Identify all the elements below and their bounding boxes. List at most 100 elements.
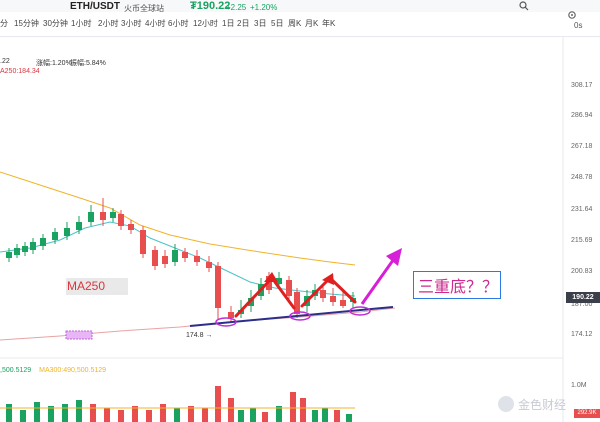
tab-timeframe-2[interactable]: 30分钟 <box>43 19 68 28</box>
info-ma250: A250:184.34 <box>0 68 40 75</box>
volume-bar <box>62 404 68 422</box>
pair-title[interactable]: ETH/USDT <box>70 1 120 12</box>
timeframe-toolbar <box>0 12 600 37</box>
tab-timeframe-3[interactable]: 1小时 <box>71 19 92 28</box>
volume-bar <box>6 404 12 422</box>
candlesticks <box>6 198 356 322</box>
candle-body <box>320 290 326 298</box>
candle-body <box>276 278 282 284</box>
volume-bar <box>48 406 54 422</box>
volume-axis-top: 1.0M <box>571 382 587 389</box>
tab-timeframe-1[interactable]: 15分钟 <box>14 19 39 28</box>
volume-bar <box>322 408 328 422</box>
candle-body <box>118 214 124 226</box>
volume-info-prefix: ,500.5129 <box>0 367 32 374</box>
bottom-circle-3 <box>349 306 371 316</box>
candle-body <box>100 212 106 220</box>
volume-bar <box>262 412 268 422</box>
volume-bar <box>215 386 221 422</box>
tab-timeframe-0[interactable]: 分 <box>0 19 8 28</box>
volume-bar <box>132 406 138 422</box>
pattern-note: 三重底？？ <box>418 279 499 296</box>
volume-bar <box>250 408 256 422</box>
current-price: ₮190.22 <box>190 0 231 12</box>
volume-bar <box>334 410 340 422</box>
candle-body <box>88 212 94 222</box>
volume-bar <box>104 408 110 422</box>
candle-body <box>172 250 178 262</box>
price-tick-label: 231.64 <box>571 206 593 213</box>
candle-body <box>40 238 46 246</box>
candle-body <box>330 296 336 302</box>
volume-bar <box>20 410 26 422</box>
tab-timeframe-5[interactable]: 3小时 <box>121 19 142 28</box>
tab-timeframe-8[interactable]: 12小时 <box>193 19 218 28</box>
watermark: 金色财经 <box>518 398 567 412</box>
candle-body <box>140 230 146 254</box>
tab-timeframe-6[interactable]: 4小时 <box>145 19 166 28</box>
bottom-circle-1 <box>215 317 237 327</box>
candle-body <box>228 312 234 318</box>
volume-bar <box>202 408 208 422</box>
ma250-label: MA250 <box>67 279 106 293</box>
tab-timeframe-11[interactable]: 3日 <box>254 19 267 28</box>
price-tick-label: 308.17 <box>571 82 593 89</box>
tab-timeframe-9[interactable]: 1日 <box>222 19 235 28</box>
top-header-bar <box>0 0 600 12</box>
candle-body <box>52 232 58 240</box>
price-change-abs: +2.25 <box>226 3 247 12</box>
tab-timeframe-12[interactable]: 5日 <box>271 19 284 28</box>
candle-body <box>30 242 36 250</box>
price-tick-label: 215.69 <box>571 237 593 244</box>
current-price-tag: 190.22 <box>566 292 600 303</box>
candle-body <box>286 280 292 296</box>
candle-body <box>206 262 212 268</box>
candle-body <box>128 224 134 230</box>
tab-timeframe-15[interactable]: 年K <box>322 19 336 28</box>
volume-bar <box>238 410 244 422</box>
candle-body <box>76 222 82 230</box>
search-icon[interactable] <box>519 1 529 11</box>
candle-body <box>182 252 188 258</box>
price-tick-label: 267.18 <box>571 143 593 150</box>
volume-bar <box>290 392 296 422</box>
candle-body <box>6 252 12 258</box>
tab-timeframe-7[interactable]: 6小时 <box>168 19 189 28</box>
os-label: 0s <box>574 21 583 30</box>
volume-bar <box>346 414 352 422</box>
volume-bar <box>76 400 82 422</box>
volume-bar <box>160 404 166 422</box>
candle-body <box>152 250 158 266</box>
candle-body <box>64 228 70 236</box>
ma250-highlight <box>65 330 93 340</box>
info-change: 涨幅:1.20% <box>36 60 72 67</box>
info-price: .22 <box>0 58 10 65</box>
price-tick-label: 174.12 <box>571 331 593 338</box>
price-tick-label: 187.00 <box>571 301 593 308</box>
volume-bar <box>312 410 318 422</box>
volume-bar <box>228 398 234 422</box>
price-tick-label: 248.78 <box>571 174 593 181</box>
volume-bar <box>118 410 124 422</box>
volume-info: ,500.5129 MA300:490,500.5129 <box>0 367 106 374</box>
breakout-arrow <box>360 255 398 305</box>
price-tick-label: 200.83 <box>571 268 593 275</box>
volume-bar <box>188 406 194 422</box>
volume-ma-info: MA300:490,500.5129 <box>39 367 107 374</box>
ma-orange-line <box>0 171 356 266</box>
tab-timeframe-4[interactable]: 2小时 <box>98 19 119 28</box>
candle-body <box>110 212 116 218</box>
support-trendline <box>189 306 394 327</box>
tab-timeframe-14[interactable]: 月K <box>305 19 319 28</box>
volume-bars <box>6 386 352 422</box>
volume-bar <box>146 410 152 422</box>
volume-bar <box>276 406 282 422</box>
candle-body <box>294 292 300 314</box>
tab-timeframe-13[interactable]: 周K <box>288 19 302 28</box>
tab-timeframe-10[interactable]: 2日 <box>237 19 250 28</box>
low-price-label: 174.8 → <box>186 332 213 339</box>
settings-icon[interactable] <box>567 10 577 20</box>
watermark-logo-icon <box>498 396 514 412</box>
zigzag-arrows <box>234 276 357 318</box>
